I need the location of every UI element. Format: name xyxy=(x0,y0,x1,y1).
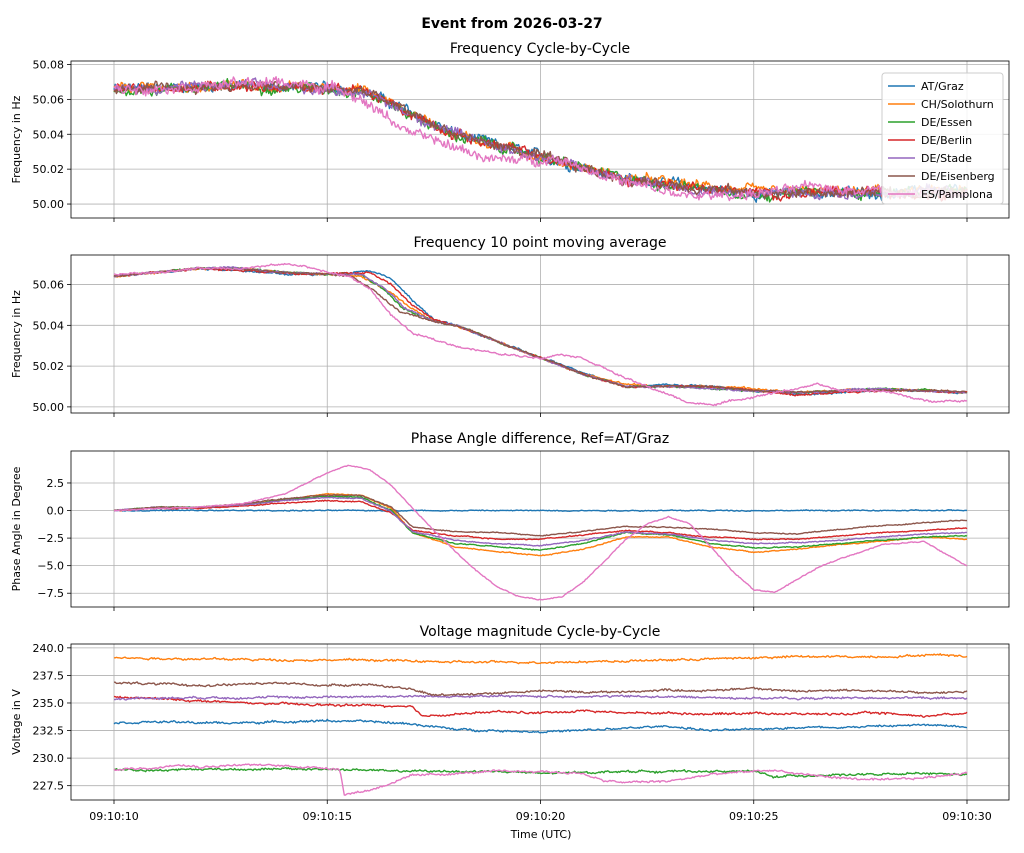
y-tick-label: 50.00 xyxy=(33,401,65,414)
y-axis-label: Voltage in V xyxy=(10,689,23,755)
y-tick-label: 235.0 xyxy=(33,697,65,710)
y-tick-label: 50.00 xyxy=(33,198,65,211)
axes-frame xyxy=(70,254,1010,414)
series-line-at-graz xyxy=(113,508,968,513)
panel-4: 227.5 230.0 232.5 235.0 237.5 240.0 Voltage ma… xyxy=(10,624,1010,823)
series-line-ch-solothurn xyxy=(113,653,968,665)
y-tick-label: 232.5 xyxy=(33,725,65,738)
axes-frame xyxy=(70,643,1010,801)
series-line-at-graz xyxy=(113,718,968,734)
y-axis-label: Frequency in Hz xyxy=(10,290,23,378)
panel-title: Frequency 10 point moving average xyxy=(413,235,666,251)
panel-1: 50.00 50.02 50.04 50.06 50.08 Frequency Cycle… xyxy=(10,41,1010,222)
series-line-es-pamplona xyxy=(113,262,968,407)
y-tick-label: 50.08 xyxy=(33,58,65,71)
y-tick-label: −7.5 xyxy=(37,587,64,600)
x-tick-label: 09:10:15 xyxy=(303,810,352,823)
series-line-es-pamplona xyxy=(113,76,968,202)
legend-box xyxy=(881,72,1004,205)
series-line-de-eisenberg xyxy=(113,80,968,200)
y-tick-label: 50.06 xyxy=(33,279,65,292)
x-tick-label: 09:10:20 xyxy=(516,810,565,823)
y-tick-label: −5.0 xyxy=(37,560,64,573)
axes-frame xyxy=(70,450,1010,608)
series-line-es-pamplona xyxy=(113,763,968,796)
y-tick-label: 50.02 xyxy=(33,360,65,373)
y-tick-label: 237.5 xyxy=(33,669,65,682)
series-line-de-stade xyxy=(113,694,968,701)
series-line-de-berlin xyxy=(113,499,968,541)
panel-title: Voltage magnitude Cycle-by-Cycle xyxy=(420,624,661,640)
series-line-de-eisenberg xyxy=(113,493,968,537)
series-line-de-eisenberg xyxy=(113,266,968,394)
series-line-de-stade xyxy=(113,496,968,547)
series-line-de-berlin xyxy=(113,266,968,397)
panels: 50.00 50.02 50.04 50.06 50.08 Frequency Cycle… xyxy=(10,41,1010,823)
y-tick-label: 50.02 xyxy=(33,163,65,176)
y-tick-label: 240.0 xyxy=(33,642,65,655)
legend-entry: DE/Eisenberg xyxy=(921,170,995,183)
panel-title: Frequency Cycle-by-Cycle xyxy=(450,41,630,57)
legend-entry: ES/Pamplona xyxy=(921,188,993,201)
panel-title: Phase Angle difference, Ref=AT/Graz xyxy=(411,431,669,447)
y-tick-label: 50.04 xyxy=(33,319,65,332)
y-tick-label: 0.0 xyxy=(47,505,65,518)
series-line-de-eisenberg xyxy=(113,681,968,697)
y-tick-label: 50.06 xyxy=(33,93,65,106)
x-axis-label: Time (UTC) xyxy=(510,828,572,841)
legend-entry: DE/Stade xyxy=(921,152,972,165)
y-axis-label: Frequency in Hz xyxy=(10,95,23,183)
y-tick-label: 230.0 xyxy=(33,752,65,765)
series-line-de-berlin xyxy=(113,695,968,718)
legend-entry: CH/Solothurn xyxy=(921,98,994,111)
legend-entry: AT/Graz xyxy=(921,80,964,93)
y-tick-label: −2.5 xyxy=(37,532,64,545)
panel-2: 50.00 50.02 50.04 50.06 Frequency 10 point m… xyxy=(10,235,1010,417)
y-tick-label: 2.5 xyxy=(47,477,65,490)
series-line-es-pamplona xyxy=(113,464,968,601)
legend-entry: DE/Berlin xyxy=(921,134,972,147)
series-line-de-essen xyxy=(113,766,968,779)
legend-entry: DE/Essen xyxy=(921,116,972,129)
x-tick-label: 09:10:25 xyxy=(729,810,778,823)
y-axis-label: Phase Angle in Degree xyxy=(10,466,23,591)
panel-3: −7.5 −5.0 −2.5 0.0 2.5 Phase Angle difference… xyxy=(10,431,1010,611)
y-tick-label: 227.5 xyxy=(33,780,65,793)
y-tick-label: 50.04 xyxy=(33,128,65,141)
x-tick-label: 09:10:10 xyxy=(89,810,138,823)
axes-frame xyxy=(70,60,1010,219)
x-tick-label: 09:10:30 xyxy=(942,810,991,823)
figure-title: Event from 2026-03-27 xyxy=(421,16,602,32)
legend: AT/Graz CH/Solothurn DE/Essen DE/Berlin DE/S… xyxy=(881,72,1004,205)
